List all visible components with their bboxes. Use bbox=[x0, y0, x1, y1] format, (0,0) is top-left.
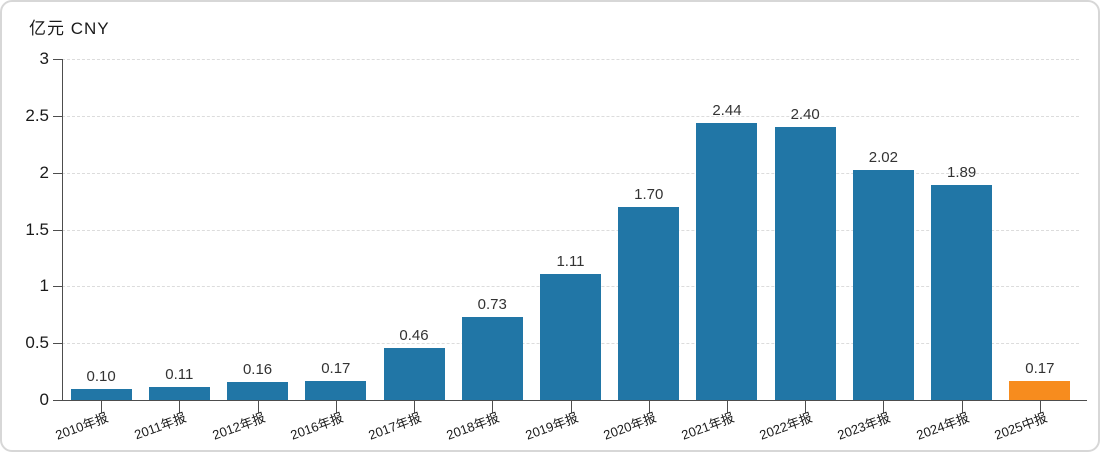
gridline bbox=[62, 115, 1079, 117]
bar-value-label: 2.02 bbox=[868, 149, 898, 167]
y-axis-tick bbox=[53, 229, 62, 231]
bar-value-label: 0.17 bbox=[321, 359, 351, 377]
bar-value-label: 0.16 bbox=[242, 360, 273, 378]
y-tick-label: 1.5 bbox=[25, 219, 49, 239]
x-axis-tick bbox=[883, 400, 885, 413]
x-axis-line bbox=[62, 400, 1087, 401]
bar-2020年报[interactable] bbox=[618, 206, 680, 400]
bar-2010年报[interactable] bbox=[70, 388, 132, 400]
y-tick-label: 0.5 bbox=[25, 333, 49, 353]
y-axis-tick bbox=[53, 172, 62, 174]
y-tick-label: 2.5 bbox=[25, 105, 49, 125]
x-axis-tick bbox=[492, 400, 494, 413]
bar-2017年报[interactable] bbox=[383, 347, 445, 400]
x-axis-tick bbox=[335, 400, 337, 413]
y-axis-tick bbox=[53, 400, 62, 401]
bar-2018年报[interactable] bbox=[461, 317, 523, 400]
y-axis-line bbox=[62, 59, 63, 400]
bar-2022年报[interactable] bbox=[774, 127, 836, 400]
bar-value-label: 0.10 bbox=[86, 367, 116, 385]
x-axis-tick bbox=[961, 400, 963, 413]
bar-2016年报[interactable] bbox=[305, 380, 367, 400]
bar-value-label: 0.73 bbox=[477, 296, 507, 314]
x-axis-tick bbox=[179, 400, 181, 413]
bar-2011年报[interactable] bbox=[148, 387, 210, 400]
x-axis-tick bbox=[570, 400, 572, 413]
bar-2019年报[interactable] bbox=[540, 273, 601, 400]
y-axis-unit-label: 亿元 CNY bbox=[29, 19, 110, 38]
y-tick-label: 3 bbox=[39, 49, 49, 68]
bar-value-label: 2.44 bbox=[712, 101, 742, 119]
y-axis-tick bbox=[53, 343, 62, 345]
bar-value-label: 0.11 bbox=[165, 366, 194, 384]
x-axis-tick bbox=[414, 400, 416, 413]
bar-value-label: 0.17 bbox=[1025, 359, 1055, 377]
bar-2025中报[interactable] bbox=[1009, 380, 1071, 400]
x-axis-tick bbox=[805, 400, 807, 413]
y-tick-label: 2 bbox=[39, 162, 49, 182]
x-axis-tick bbox=[648, 400, 650, 413]
bar-2023年报[interactable] bbox=[852, 170, 914, 400]
bar-value-label: 2.40 bbox=[790, 106, 820, 124]
bar-value-label: 1.70 bbox=[634, 185, 664, 203]
bar-2024年报[interactable] bbox=[931, 185, 993, 400]
bar-2012年报[interactable] bbox=[227, 381, 289, 400]
y-axis-tick bbox=[53, 286, 62, 288]
gridline bbox=[62, 59, 1079, 60]
x-axis-tick bbox=[1039, 400, 1041, 413]
x-axis-tick bbox=[101, 400, 103, 413]
bar-value-label: 1.11 bbox=[556, 252, 585, 270]
y-tick-label: 0 bbox=[39, 390, 49, 409]
gridline bbox=[62, 172, 1079, 174]
gridline bbox=[62, 229, 1079, 231]
y-axis-tick bbox=[53, 115, 62, 117]
bar-value-label: 1.89 bbox=[947, 164, 977, 182]
bar-2021年报[interactable] bbox=[696, 122, 758, 400]
x-axis-tick bbox=[726, 400, 728, 413]
y-tick-label: 1 bbox=[39, 276, 49, 296]
bar-value-label: 0.46 bbox=[399, 326, 429, 344]
x-axis-tick bbox=[257, 400, 259, 413]
y-axis-tick bbox=[53, 59, 62, 60]
